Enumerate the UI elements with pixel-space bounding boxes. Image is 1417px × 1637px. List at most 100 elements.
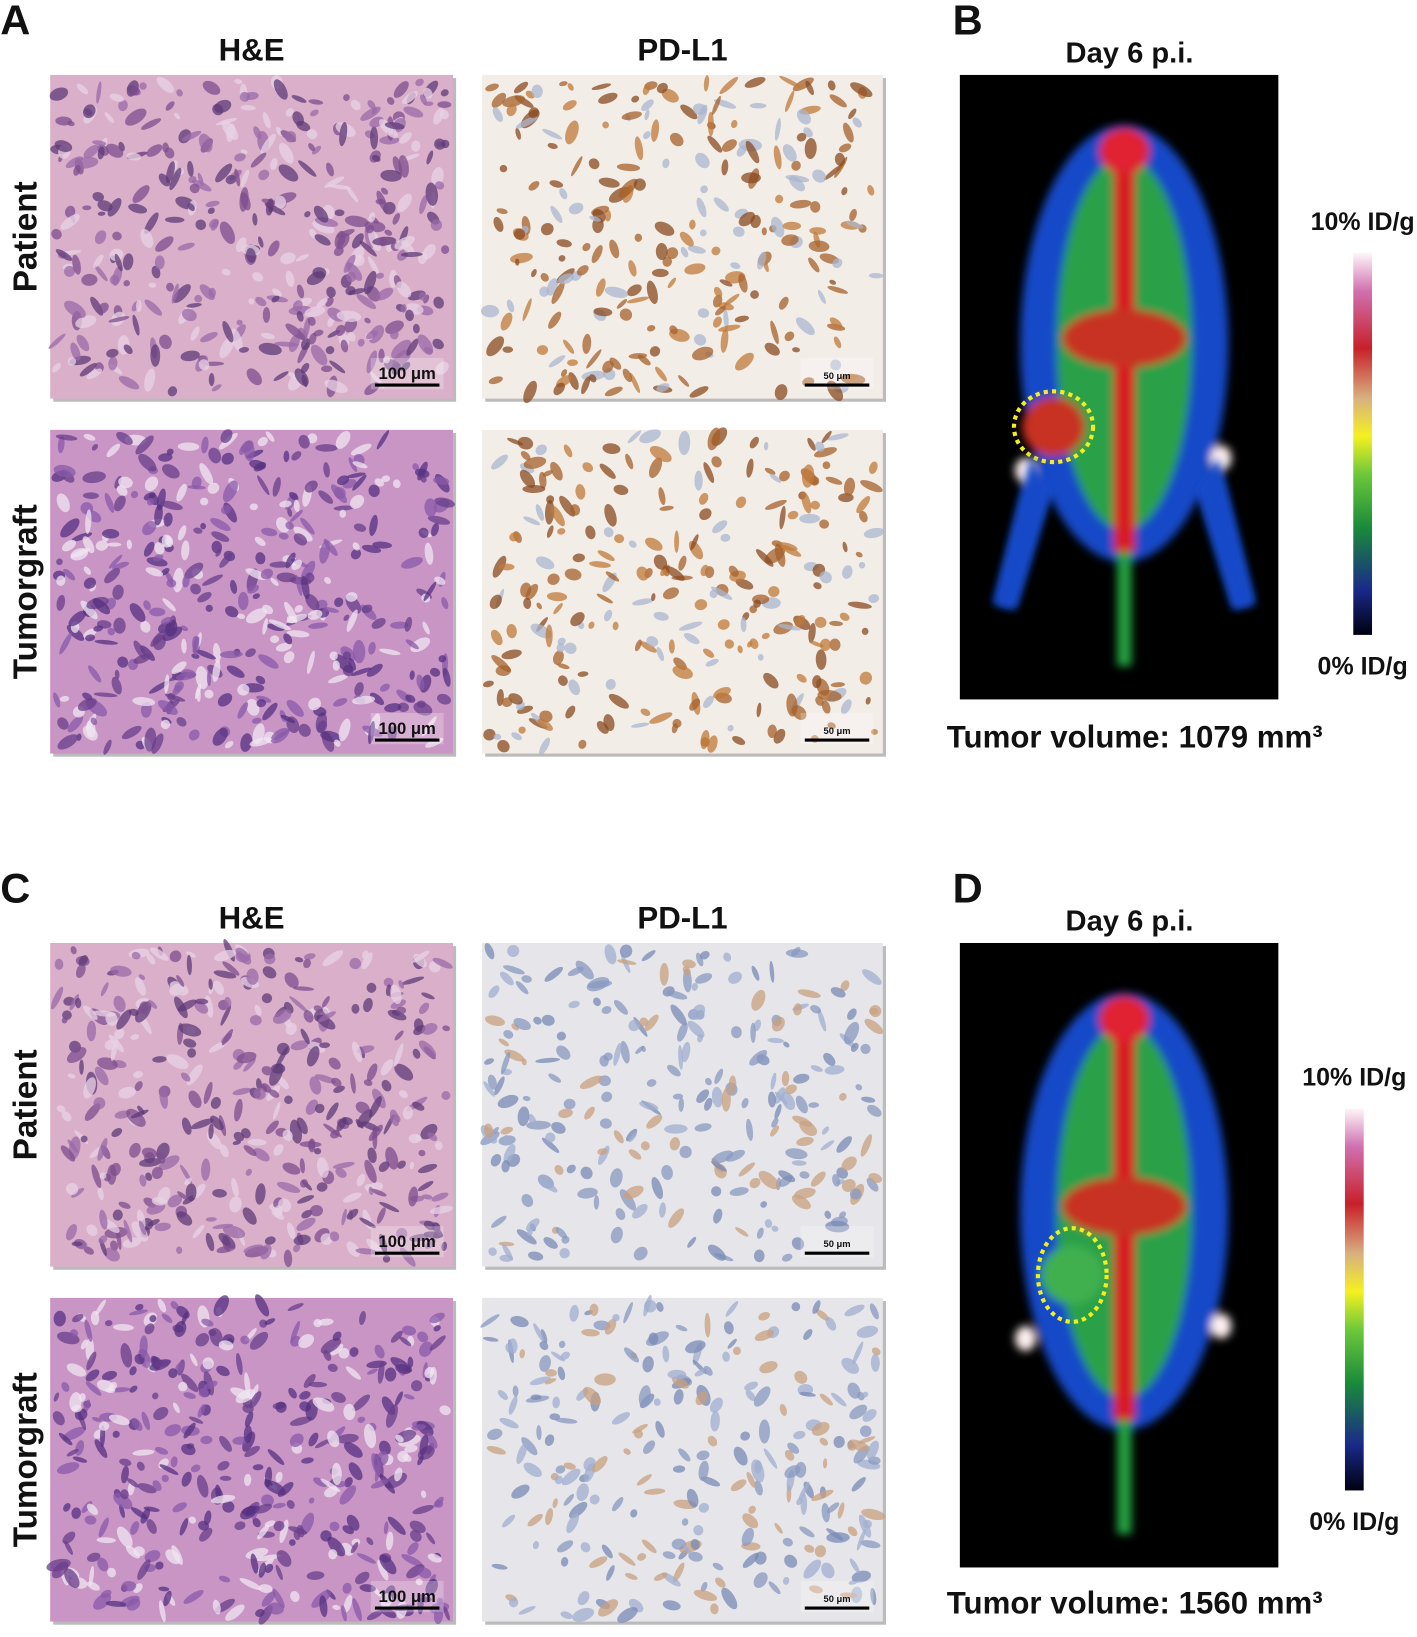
- cell: [594, 1373, 616, 1386]
- cell: [217, 1461, 230, 1471]
- cell: [665, 566, 685, 581]
- cell: [80, 1135, 88, 1143]
- cell: [625, 1573, 638, 1580]
- cell: [352, 461, 368, 469]
- cell: [331, 1462, 342, 1486]
- cell: [712, 1562, 724, 1571]
- pet-title: Day 6 p.i.: [1066, 905, 1194, 937]
- cell: [847, 601, 872, 609]
- cell: [171, 283, 179, 304]
- cell: [628, 1132, 637, 1143]
- cell: [126, 1478, 139, 1488]
- cell: [523, 456, 547, 469]
- cell: [480, 305, 500, 318]
- cell: [598, 1599, 619, 1617]
- cell: [687, 1236, 697, 1248]
- cell: [158, 1600, 166, 1623]
- cell: [135, 1303, 144, 1311]
- cell: [222, 320, 234, 343]
- cell: [129, 1385, 138, 1393]
- cell: [859, 1425, 872, 1437]
- cell: [821, 700, 831, 714]
- cell: [767, 1091, 776, 1108]
- cell: [88, 665, 102, 683]
- cell: [550, 205, 563, 223]
- cell: [57, 717, 69, 730]
- cell: [166, 282, 174, 292]
- cell: [137, 1105, 145, 1115]
- cell: [368, 1124, 383, 1142]
- cell: [842, 541, 848, 553]
- cell: [264, 1236, 276, 1245]
- colorbar-min: 0% ID/g: [1309, 1508, 1399, 1536]
- cell: [555, 1227, 567, 1239]
- cell: [67, 1139, 79, 1154]
- cell: [589, 374, 597, 383]
- cell: [593, 997, 601, 1007]
- cell: [238, 591, 249, 611]
- cell: [197, 172, 204, 186]
- cell: [210, 219, 219, 231]
- cell: [720, 533, 731, 542]
- cell: [814, 1545, 827, 1558]
- cell: [181, 1117, 192, 1135]
- cell: [394, 1043, 404, 1067]
- cell: [646, 280, 658, 305]
- cell: [427, 1553, 442, 1563]
- cell: [231, 328, 243, 353]
- cell: [54, 140, 73, 152]
- cell: [222, 1225, 246, 1239]
- cell: [793, 1430, 806, 1440]
- cell: [589, 561, 611, 568]
- cell: [398, 1090, 408, 1099]
- cell: [72, 1313, 84, 1323]
- cell: [712, 316, 722, 328]
- cell: [544, 1378, 557, 1385]
- cell: [401, 1554, 423, 1567]
- cell: [813, 447, 837, 458]
- cell: [275, 642, 292, 652]
- cell: [575, 960, 594, 980]
- cell: [60, 1145, 76, 1162]
- cell: [332, 1161, 355, 1169]
- cell: [306, 129, 318, 140]
- cell: [377, 1361, 385, 1384]
- cell: [191, 653, 200, 659]
- cell: [72, 1456, 88, 1463]
- cell: [418, 291, 427, 301]
- cell: [144, 476, 159, 492]
- cell: [847, 1526, 858, 1537]
- column-header: H&E: [219, 32, 285, 67]
- cell: [768, 586, 780, 598]
- cell: [252, 723, 265, 745]
- cell: [492, 107, 503, 123]
- cell: [755, 549, 774, 567]
- cell: [725, 1149, 745, 1162]
- cell: [437, 101, 452, 108]
- cell: [548, 355, 566, 368]
- cell: [385, 245, 393, 253]
- cell: [106, 348, 119, 358]
- cell: [343, 1594, 353, 1613]
- cell: [759, 1361, 778, 1374]
- cell: [700, 729, 710, 750]
- cell: [555, 1465, 566, 1474]
- cell: [785, 1148, 808, 1160]
- cell: [572, 553, 585, 563]
- cell: [418, 1002, 430, 1015]
- cell: [351, 1003, 360, 1014]
- cell: [627, 284, 642, 297]
- cell: [184, 562, 204, 579]
- cell: [734, 315, 749, 323]
- cell: [166, 448, 174, 456]
- cell: [441, 597, 449, 610]
- cell: [320, 1478, 341, 1493]
- scale-bar-label: 100 μm: [378, 1587, 435, 1606]
- cell: [826, 1528, 844, 1541]
- cell: [64, 1568, 80, 1589]
- cell: [67, 357, 77, 366]
- colorbar-max: 10% ID/g: [1302, 1064, 1406, 1092]
- cell: [210, 518, 231, 531]
- cell: [730, 1479, 747, 1492]
- cell: [625, 453, 634, 470]
